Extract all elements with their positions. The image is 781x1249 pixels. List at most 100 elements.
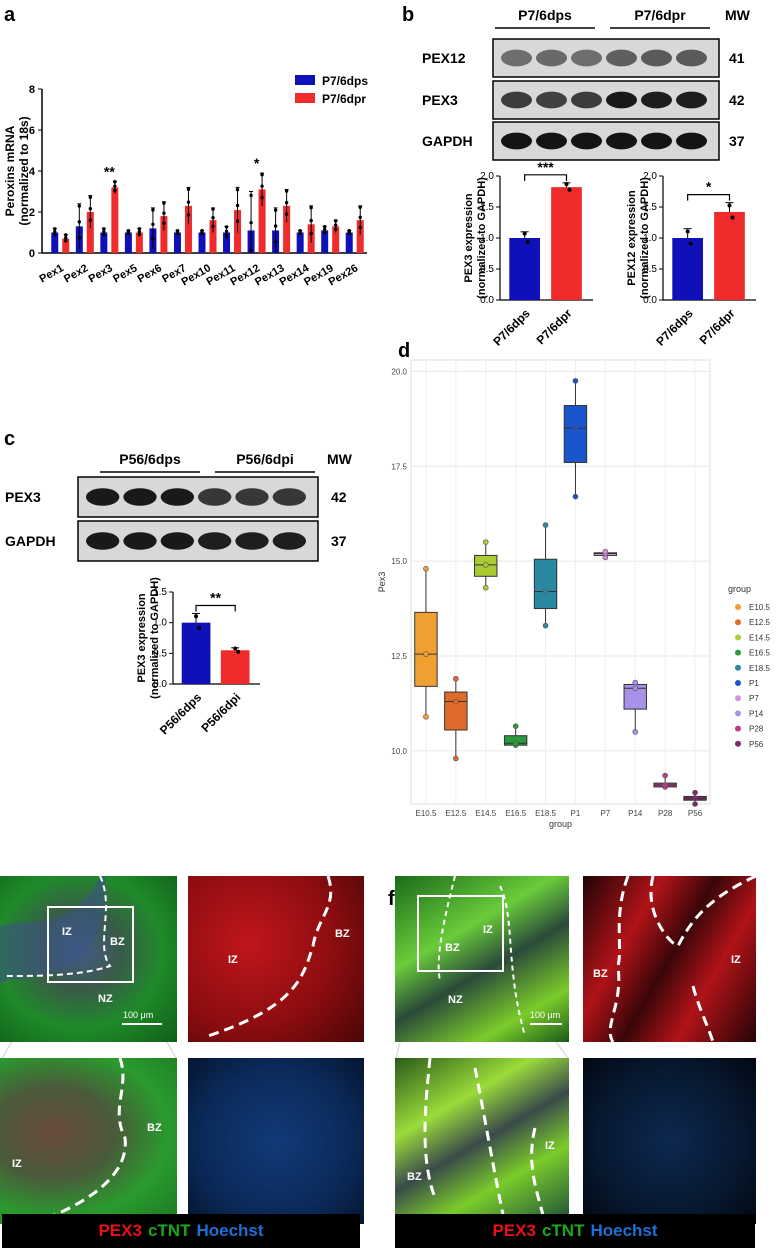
wb-group-label: P56/6dps [119,451,181,467]
a-data-point [186,213,191,217]
a-data-point [102,227,106,231]
a-data-point [200,230,204,234]
wb-band [501,49,532,67]
d-data-point [632,685,639,692]
wb-band [123,488,157,506]
wb-mw-value: 42 [729,92,745,108]
micrograph-e-merge-high: IZ BZ [0,1058,177,1224]
d-y-tick-label: 17.5 [391,462,407,471]
a-data-point [88,195,93,199]
b1-bar [509,238,540,300]
d-data-point [542,622,549,629]
c-data-point [197,626,202,631]
a-data-point [273,208,278,212]
a-bar [258,189,266,253]
wb-band [160,488,194,506]
b1-y-tick-label: 2.0 [480,171,494,182]
micrograph-e-pex3-low: IZ BZ [188,876,364,1042]
ctnt-stain-label: cTNT [541,1221,585,1240]
d-data-point [572,425,579,432]
a-bar [209,220,217,253]
d-data-point [453,698,459,705]
a-y-tick-label: 8 [29,84,35,96]
iz-label: IZ [62,926,72,938]
a-data-point [273,224,278,228]
pex3-stain-label: PEX3 [492,1221,536,1240]
a-data-point [284,189,289,193]
c-significance: ** [210,589,221,605]
a-data-point [137,232,142,237]
a-bar [62,238,70,253]
a-data-point [249,220,253,225]
d-legend-label: E12.5 [749,618,770,627]
bz-label: BZ [407,1171,422,1183]
wb-band [676,49,707,67]
d-data-point [692,789,698,796]
wb-group-label: P7/6dps [518,7,572,23]
a-data-point [88,207,93,211]
d-ylabel: Pex3 [377,572,387,593]
wb-band [160,532,194,550]
d-x-tick-label: E14.5 [475,809,496,818]
d-legend-swatch [735,740,741,747]
b2-y-tick-label: 1.0 [643,233,657,244]
wb-band [123,532,157,550]
a-data-point [249,248,253,252]
b2-y-tick-label: 0.0 [643,295,657,306]
wb-band [198,532,232,550]
a-x-tick-label: Pex3 [87,262,115,285]
b2-bar [672,238,703,300]
b1-data-point [564,182,569,187]
d-xlabel: group [549,819,572,829]
b1-bar [551,187,582,300]
b1-significance: *** [537,159,554,175]
a-legend-label: P7/6dps [322,74,368,88]
d-x-tick-label: P28 [658,809,673,818]
wb-band [676,132,707,150]
a-bar [173,232,181,253]
a-y-tick-label: 2 [29,207,35,219]
a-data-point [77,204,82,208]
panel-letter-a: a [4,4,16,26]
d-legend-swatch [735,649,741,656]
d-data-point [453,675,459,682]
d-x-tick-label: P14 [628,809,643,818]
b1-y-tick-label: 0.0 [480,295,494,306]
a-data-point [53,227,57,231]
a-data-point [309,218,313,223]
wb-row-label: PEX3 [422,92,458,108]
panel-letter-d: d [398,340,410,362]
b2-significance-bracket [687,194,731,201]
d-x-tick-label: E12.5 [445,809,466,818]
a-bar [356,220,364,253]
a-data-point [224,233,229,238]
a-bar [296,232,304,253]
a-bar [345,232,353,253]
a-bar [283,205,291,253]
wb-band [676,91,707,109]
d-x-tick-label: E16.5 [505,809,526,818]
b1-y-tick-label: 1.5 [480,202,494,213]
wb-band [606,49,637,67]
a-bar [86,212,94,253]
c-y-tick-label: 0.0 [153,679,167,690]
a-data-point [358,205,362,209]
wb-band [501,91,532,109]
wb-band [536,49,567,67]
c-y-tick-label: 0.5 [153,648,167,659]
a-x-tick-label: Pex1 [38,262,66,285]
a-data-point [162,201,166,205]
panel-letter-f: f [388,888,395,910]
a-data-point [186,187,191,191]
wb-mw-header: MW [725,7,751,23]
a-data-point [333,227,338,232]
b2-bar [714,211,745,300]
a-data-point [137,227,142,231]
wb-mw-value: 42 [331,489,347,505]
d-x-tick-label: P7 [600,809,610,818]
d-data-point [692,795,698,802]
wb-row-label: PEX12 [422,50,466,66]
a-legend-label: P7/6dpr [322,92,366,106]
